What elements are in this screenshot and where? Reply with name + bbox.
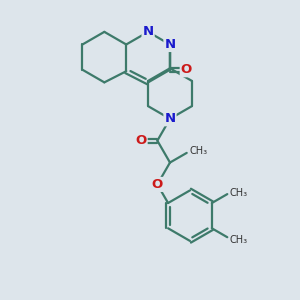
- Text: O: O: [152, 178, 163, 191]
- Text: N: N: [164, 38, 175, 51]
- Text: O: O: [135, 134, 147, 147]
- Text: N: N: [164, 112, 175, 125]
- Text: CH₃: CH₃: [189, 146, 207, 156]
- Text: CH₃: CH₃: [230, 188, 248, 198]
- Text: N: N: [142, 26, 154, 38]
- Text: O: O: [181, 63, 192, 76]
- Text: CH₃: CH₃: [230, 235, 248, 244]
